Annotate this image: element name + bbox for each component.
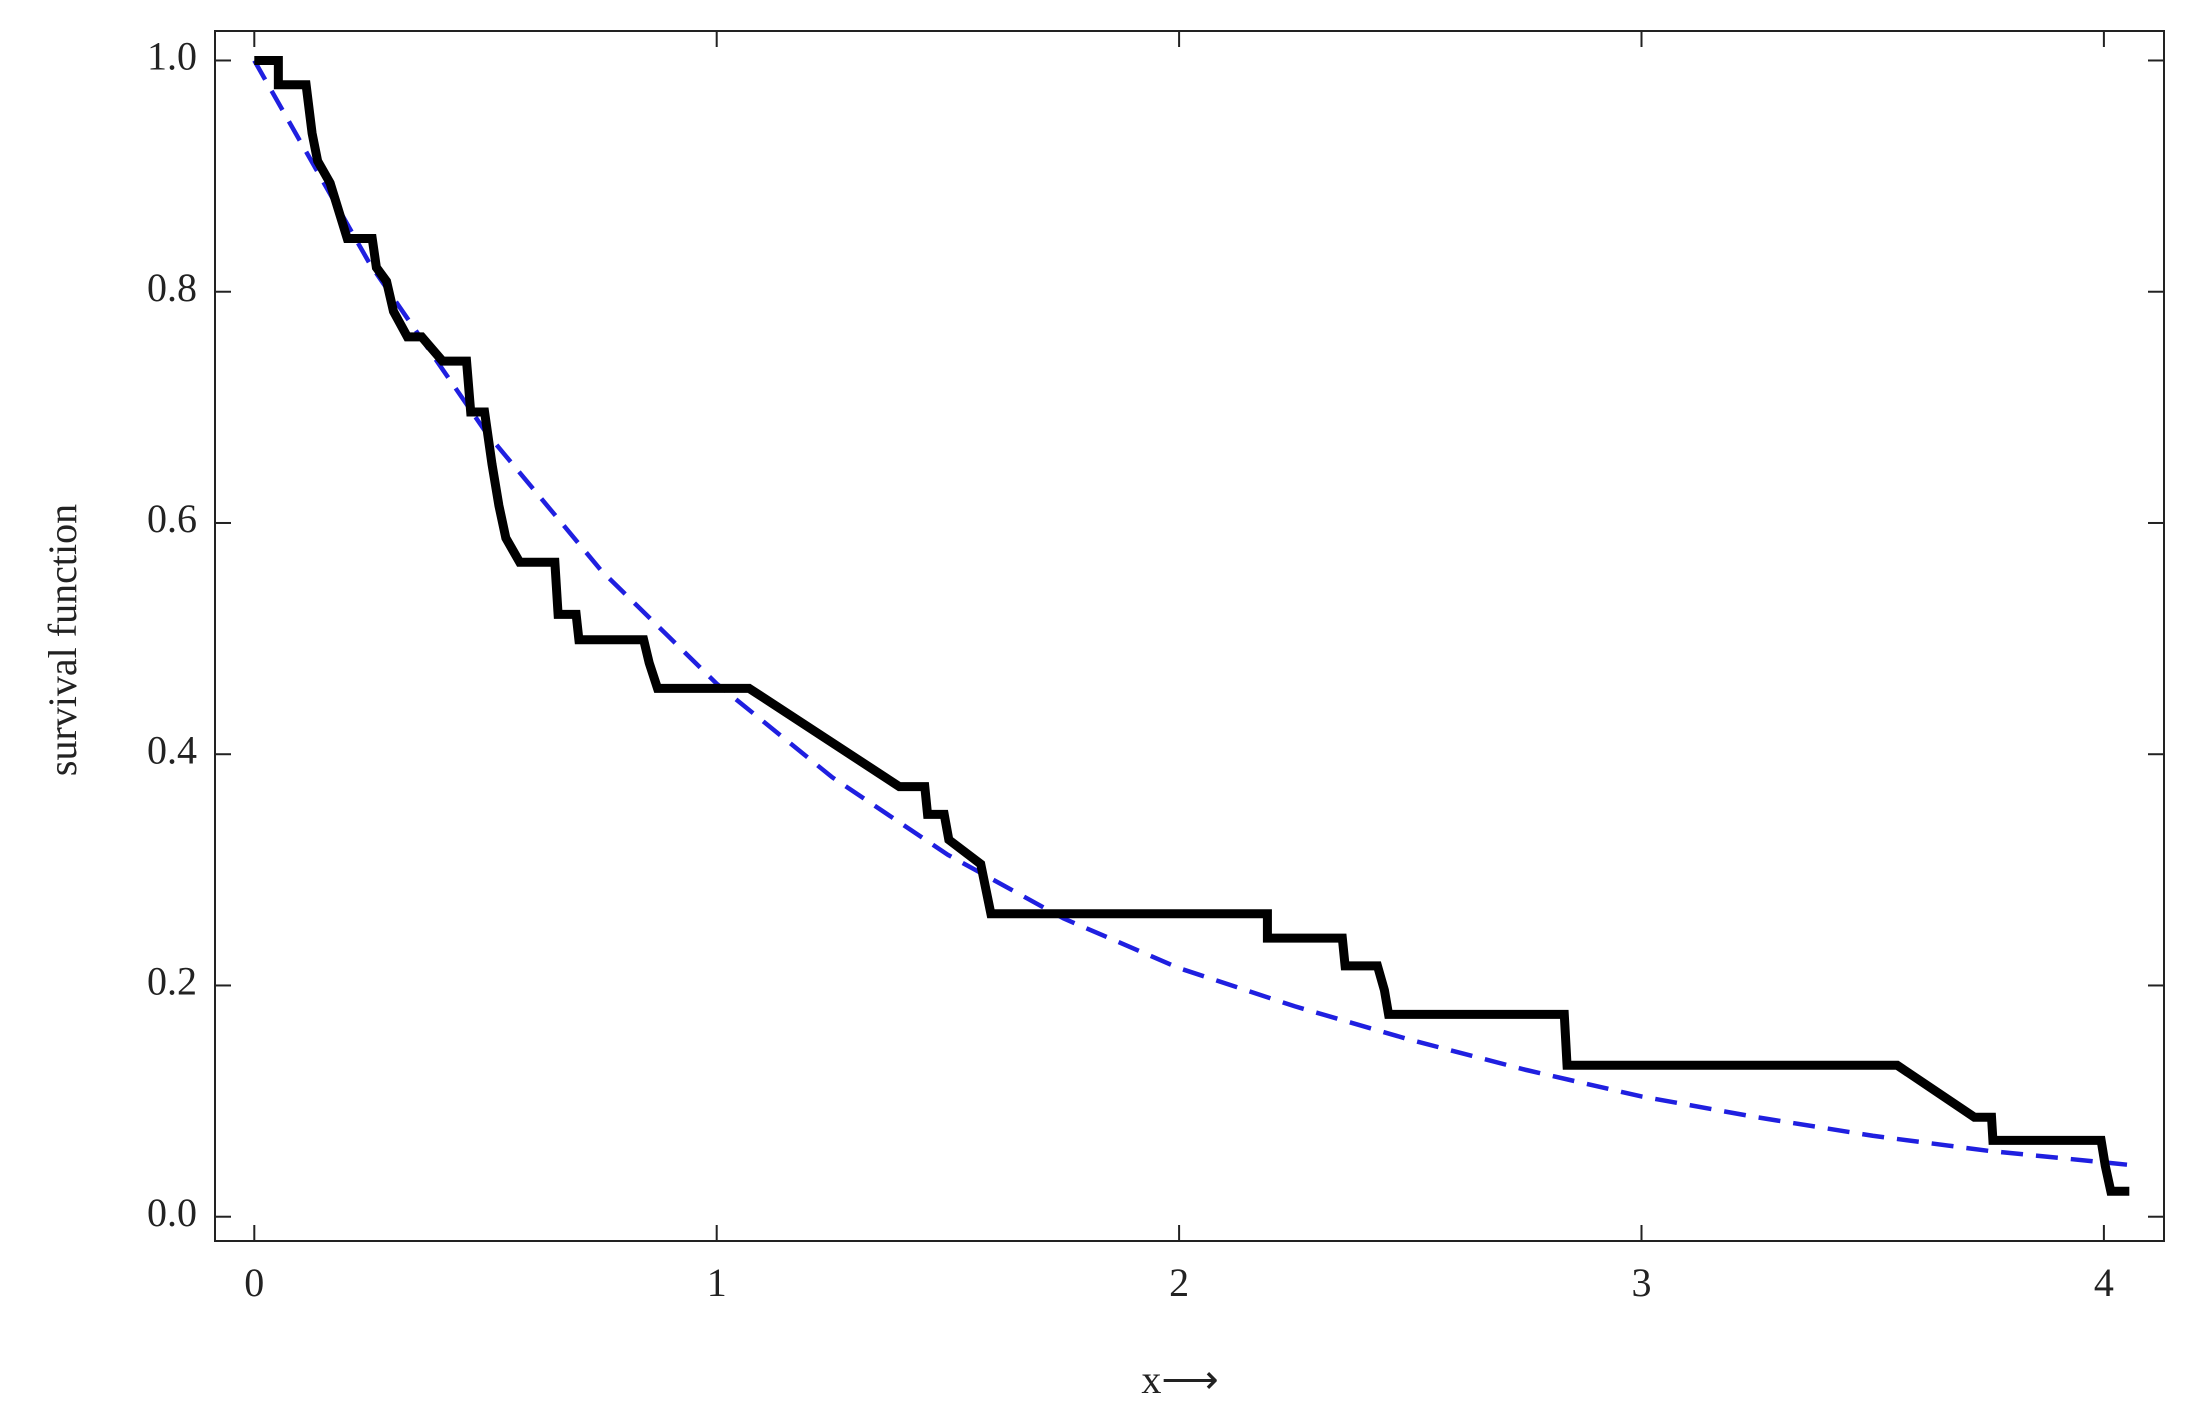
fitted-curve <box>252 59 2128 1167</box>
x-tick-label: 1 <box>707 1260 727 1305</box>
y-tick-label: 0.4 <box>147 727 197 772</box>
x-tick-label: 4 <box>2094 1260 2114 1305</box>
y-tick-label: 0.6 <box>147 496 197 541</box>
x-tick-label: 2 <box>1169 1260 1189 1305</box>
x-tick-label: 3 <box>1631 1260 1651 1305</box>
x-tick-label: 0 <box>244 1260 264 1305</box>
x-axis-label: x⟶ <box>1141 1357 1218 1402</box>
y-tick-label: 1.0 <box>147 34 197 79</box>
y-axis-label: survival function <box>40 504 85 776</box>
y-tick-label: 0.2 <box>147 959 197 1004</box>
y-tick-label: 0.0 <box>147 1190 197 1235</box>
plot-frame <box>214 30 2165 1242</box>
y-tick-label: 0.8 <box>147 265 197 310</box>
empirical-curve <box>254 55 2130 1196</box>
